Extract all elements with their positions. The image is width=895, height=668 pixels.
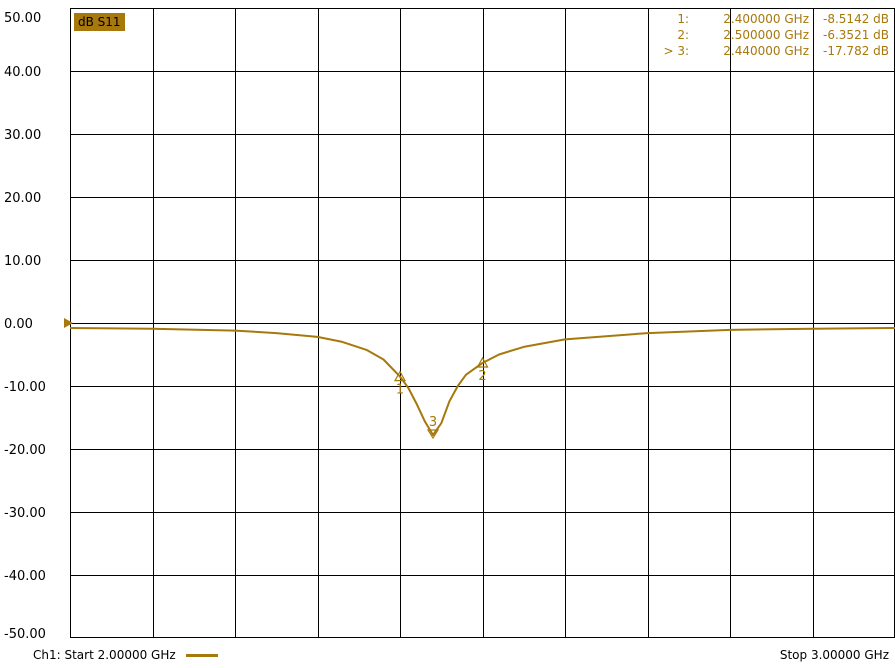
marker-triangle bbox=[476, 356, 489, 368]
stop-frequency: Stop 3.00000 GHz bbox=[779, 648, 889, 662]
marker-readout-row: 2: 2.500000 GHz -6.3521 dB bbox=[649, 28, 889, 42]
y-tick-label: 10.00 bbox=[4, 254, 41, 269]
marker-readout-frequency: 2.440000 GHz bbox=[723, 44, 809, 58]
marker-readout-id: > 3: bbox=[663, 44, 689, 58]
y-tick-label: -50.00 bbox=[4, 627, 46, 642]
start-frequency: Ch1: Start 2.00000 GHz bbox=[33, 648, 218, 662]
marker-readout-id: 1: bbox=[677, 12, 689, 26]
marker-readout-frequency: 2.400000 GHz bbox=[723, 12, 809, 26]
marker-label: 3 bbox=[429, 415, 437, 430]
marker-readout-value: -17.782 dB bbox=[823, 44, 889, 58]
y-tick-label: 30.00 bbox=[4, 128, 41, 143]
marker-readout-value: -6.3521 dB bbox=[823, 28, 889, 42]
chart-grid bbox=[70, 8, 895, 638]
trace-legend-swatch bbox=[185, 654, 218, 657]
y-tick-label: 40.00 bbox=[4, 65, 41, 80]
y-tick-label: 0.00 bbox=[4, 317, 33, 332]
start-frequency-label: Ch1: Start 2.00000 GHz bbox=[33, 648, 176, 662]
y-tick-label: -30.00 bbox=[4, 506, 46, 521]
y-tick-label: -20.00 bbox=[4, 443, 46, 458]
trace-label: dB S11 bbox=[74, 13, 125, 31]
marker-triangle bbox=[426, 429, 440, 440]
trace-line bbox=[69, 327, 895, 436]
y-tick-label: -40.00 bbox=[4, 569, 46, 584]
marker-layer: 1 2 3 bbox=[393, 356, 489, 440]
marker-label: 2 bbox=[478, 369, 486, 384]
trace-layer bbox=[69, 327, 895, 436]
y-tick-label: 20.00 bbox=[4, 191, 41, 206]
y-axis-ticks: 50.00 40.00 30.00 20.00 10.00 0.00 -10.00 -20.0… bbox=[4, 11, 73, 642]
marker-readout-value: -8.5142 dB bbox=[823, 12, 889, 26]
marker-readout-row: 1: 2.400000 GHz -8.5142 dB bbox=[649, 12, 889, 26]
y-tick-label: 50.00 bbox=[4, 11, 41, 26]
marker-readout-frequency: 2.500000 GHz bbox=[723, 28, 809, 42]
marker-readout-id: 2: bbox=[677, 28, 689, 42]
marker-triangle bbox=[393, 370, 407, 382]
marker-label: 1 bbox=[396, 383, 404, 398]
reference-level-arrow bbox=[64, 318, 73, 328]
marker-readout-row: > 3: 2.440000 GHz -17.782 dB bbox=[649, 44, 889, 58]
y-tick-label: -10.00 bbox=[4, 380, 46, 395]
